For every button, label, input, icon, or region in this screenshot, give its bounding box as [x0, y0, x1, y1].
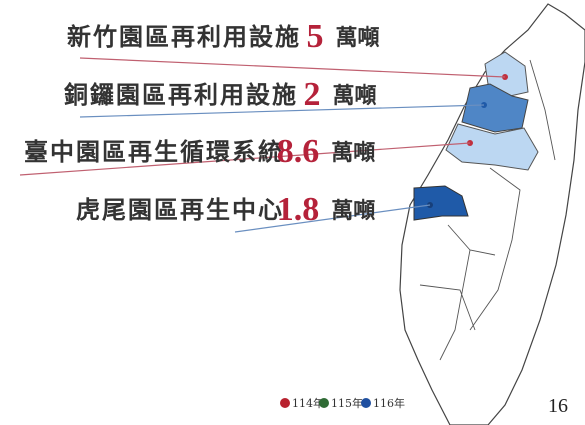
legend-swatch: [280, 398, 290, 408]
item-label: 新竹園區再利用設施: [67, 22, 301, 51]
item-label: 臺中園區再生循環系統: [24, 137, 284, 166]
leader-line: [19, 142, 471, 176]
legend-swatch: [319, 398, 329, 408]
legend: 114年 115年 116年: [280, 396, 405, 410]
item-label: 虎尾園區再生中心: [76, 195, 284, 224]
leader-line: [234, 204, 431, 233]
item-value: 1.8: [277, 191, 320, 228]
item-unit: 萬噸: [331, 198, 375, 224]
item-unit: 萬噸: [333, 83, 377, 109]
legend-label: 114年: [292, 396, 324, 410]
item-unit: 萬噸: [336, 25, 380, 51]
tongluo-region: [461, 83, 529, 133]
leader-line: [79, 104, 485, 118]
borders: [419, 59, 556, 361]
leader-lines: [19, 57, 506, 233]
island: [399, 3, 585, 425]
huwei-region: [413, 185, 469, 221]
map: [399, 3, 585, 425]
item-value: 5: [307, 18, 324, 55]
item-label: 銅鑼園區再利用設施: [64, 80, 298, 109]
leader-line: [79, 57, 506, 78]
legend-swatch: [361, 398, 371, 408]
item-value: 8.6: [277, 133, 320, 170]
legend-label: 116年: [373, 396, 405, 410]
page-number: 16: [548, 395, 568, 417]
taichung-region: [445, 123, 539, 171]
legend-label: 115年: [331, 396, 363, 410]
item-unit: 萬噸: [331, 140, 375, 166]
item-value: 2: [304, 76, 321, 113]
